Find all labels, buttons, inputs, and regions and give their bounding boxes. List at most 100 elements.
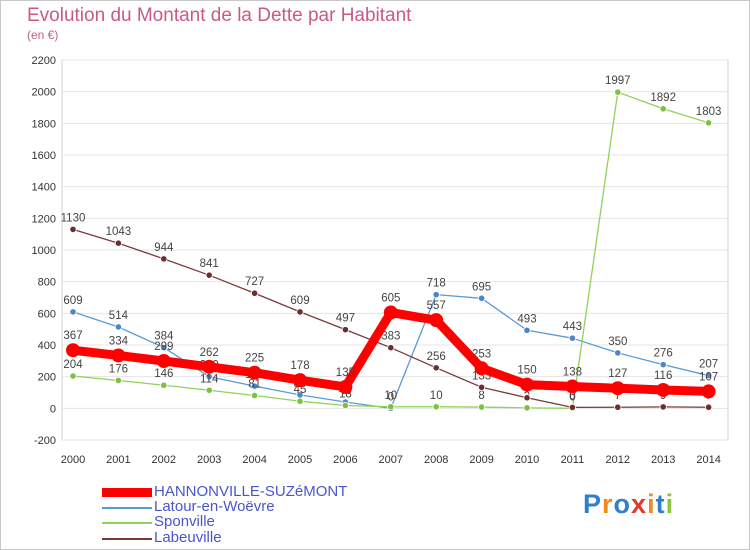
data-point bbox=[69, 225, 77, 234]
data-label: 557 bbox=[427, 300, 446, 312]
y-tick-label: 1200 bbox=[32, 213, 56, 225]
data-label: 727 bbox=[245, 276, 264, 288]
legend-label-hannonville: HANNONVILLE-SUZéMONT bbox=[154, 483, 348, 500]
x-tick-label: 2005 bbox=[288, 454, 312, 466]
data-label: 276 bbox=[654, 348, 673, 360]
data-label: 841 bbox=[200, 258, 219, 270]
data-point bbox=[387, 403, 395, 411]
y-tick-label: 200 bbox=[38, 372, 56, 384]
legend-swatch-sponville bbox=[102, 522, 152, 524]
data-label: 0 bbox=[388, 391, 394, 403]
data-label: 146 bbox=[154, 368, 173, 380]
data-point bbox=[568, 403, 577, 411]
x-tick-label: 2001 bbox=[106, 454, 130, 466]
data-point bbox=[520, 377, 534, 392]
data-point bbox=[69, 372, 77, 380]
x-tick-label: 2014 bbox=[696, 454, 720, 466]
data-label: 443 bbox=[563, 321, 582, 333]
data-point bbox=[523, 394, 531, 402]
data-label: 253 bbox=[472, 348, 491, 360]
data-point bbox=[296, 308, 304, 316]
logo-letter: i bbox=[647, 489, 656, 519]
data-label: 350 bbox=[608, 336, 627, 348]
data-label: 497 bbox=[336, 313, 355, 325]
x-tick-label: 2002 bbox=[152, 454, 176, 466]
data-label: 225 bbox=[245, 353, 264, 365]
x-tick-label: 2011 bbox=[561, 454, 585, 466]
data-point bbox=[429, 313, 444, 328]
data-label: 127 bbox=[608, 368, 627, 380]
y-tick-label: 1400 bbox=[32, 182, 56, 194]
proxiti-logo[interactable]: Proxiti bbox=[583, 489, 674, 520]
y-tick-label: 0 bbox=[50, 403, 56, 415]
y-tick-label: 2200 bbox=[32, 55, 56, 67]
data-label: 383 bbox=[381, 331, 400, 343]
data-label: 256 bbox=[427, 351, 446, 363]
data-label: 6 bbox=[569, 390, 575, 402]
data-label: 204 bbox=[63, 359, 83, 371]
data-point bbox=[432, 291, 440, 299]
data-label: 150 bbox=[517, 365, 536, 377]
data-point bbox=[338, 379, 353, 394]
data-point bbox=[387, 344, 395, 352]
y-tick-label: 1800 bbox=[32, 118, 56, 130]
data-point bbox=[432, 403, 440, 411]
data-point bbox=[156, 353, 171, 368]
data-label: 207 bbox=[699, 359, 718, 371]
data-label: 0 bbox=[569, 391, 575, 403]
data-label: 1130 bbox=[61, 212, 86, 224]
data-label: 178 bbox=[290, 360, 309, 372]
data-label: 138 bbox=[563, 366, 582, 378]
y-tick-label: 1000 bbox=[32, 245, 56, 257]
data-point bbox=[704, 371, 713, 380]
x-tick-label: 2010 bbox=[515, 454, 539, 466]
data-point bbox=[66, 343, 80, 358]
x-tick-label: 2000 bbox=[61, 454, 85, 466]
data-label: 45 bbox=[294, 384, 307, 396]
y-tick-label: 600 bbox=[38, 308, 56, 320]
data-point bbox=[205, 386, 213, 394]
data-point bbox=[614, 88, 622, 96]
legend-swatch-hannonville bbox=[102, 488, 152, 497]
data-label: 7 bbox=[615, 390, 621, 402]
x-tick-label: 2003 bbox=[197, 454, 221, 466]
data-point bbox=[523, 404, 531, 412]
data-label: 135 bbox=[336, 367, 355, 379]
y-tick-label: 2000 bbox=[32, 87, 56, 99]
data-point bbox=[202, 359, 217, 374]
data-label: 10 bbox=[384, 390, 397, 402]
data-label: 334 bbox=[109, 335, 129, 347]
data-label: 718 bbox=[427, 278, 446, 290]
data-label: 299 bbox=[154, 341, 173, 353]
data-point bbox=[247, 365, 262, 380]
data-label: 367 bbox=[63, 330, 82, 342]
data-label: 514 bbox=[109, 310, 129, 322]
data-point bbox=[656, 382, 671, 397]
data-point bbox=[205, 271, 213, 279]
data-label: 262 bbox=[200, 347, 219, 359]
data-point bbox=[160, 255, 168, 263]
x-tick-label: 2013 bbox=[651, 454, 675, 466]
logo-letter: o bbox=[613, 489, 632, 519]
data-point bbox=[477, 383, 486, 391]
data-label: 107 bbox=[699, 371, 718, 383]
x-tick-label: 2008 bbox=[424, 454, 448, 466]
data-point bbox=[659, 361, 667, 369]
x-tick-label: 2004 bbox=[242, 454, 266, 466]
data-label: 8 bbox=[478, 390, 484, 402]
data-point bbox=[565, 379, 580, 394]
data-point bbox=[614, 403, 622, 411]
legend-label-latour: Latour-en-Woëvre bbox=[154, 498, 275, 515]
data-point bbox=[111, 348, 126, 363]
data-label: 116 bbox=[654, 370, 672, 382]
data-point bbox=[659, 105, 667, 113]
legend-label-sponville: Sponville bbox=[154, 513, 215, 530]
data-label: 605 bbox=[381, 293, 400, 305]
data-label: 176 bbox=[109, 363, 128, 375]
data-point bbox=[114, 376, 123, 385]
data-point bbox=[251, 391, 259, 400]
logo-letter: x bbox=[631, 489, 648, 519]
logo-letter: i bbox=[665, 489, 675, 519]
data-label: 1997 bbox=[605, 75, 631, 87]
